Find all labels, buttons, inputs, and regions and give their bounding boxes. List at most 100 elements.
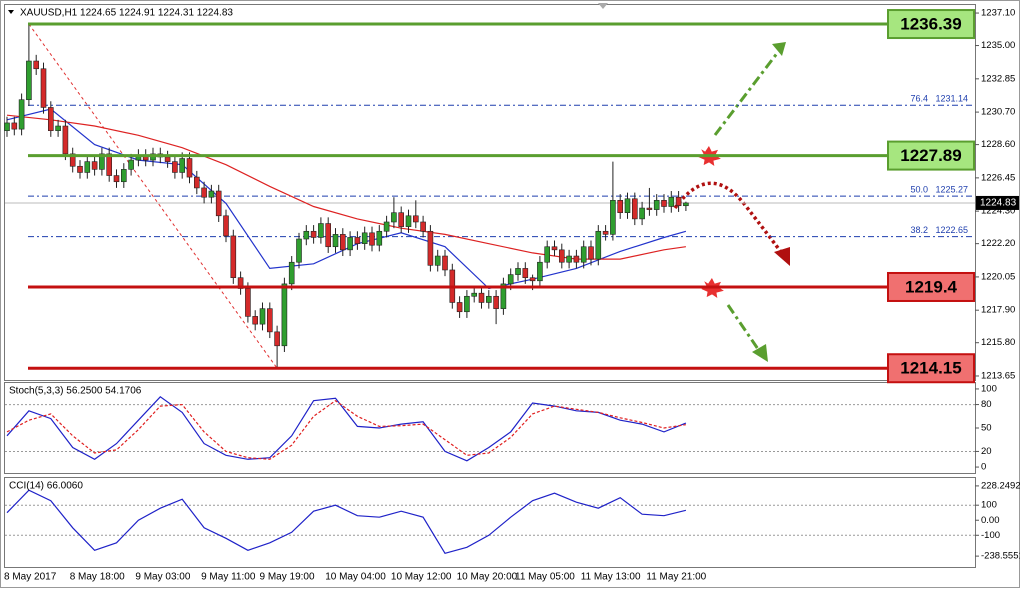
candle-body (602, 230, 609, 235)
y-tick-label: 1220.05 (981, 271, 1015, 282)
cci-panel (4, 477, 976, 568)
candle-body (493, 295, 499, 309)
candle-body (646, 207, 653, 210)
candle-body (215, 190, 222, 217)
candle-body (164, 156, 171, 162)
candle-body (55, 125, 61, 131)
candle-body (172, 161, 178, 173)
y-tick-label: -100 (981, 530, 1000, 541)
candle-body (318, 223, 324, 238)
arrow-down (726, 304, 762, 353)
candle-body (617, 200, 624, 213)
candle-body (580, 246, 587, 263)
candle-body (354, 237, 361, 244)
y-tick-label: 1228.60 (981, 139, 1015, 150)
y-tick-label: 1213.65 (981, 370, 1015, 381)
candle-body (653, 200, 660, 210)
candle-body (427, 230, 434, 266)
y-tick-label: 1230.70 (981, 107, 1015, 118)
candle-body (252, 316, 258, 325)
candle-body (47, 107, 54, 131)
candle-body (274, 331, 280, 347)
candle-body (266, 308, 273, 333)
arrow-head (752, 344, 768, 362)
candle-body (121, 169, 127, 183)
candle-body (558, 249, 565, 263)
candle-body (683, 202, 689, 207)
fib-price: 1225.27 (935, 185, 968, 195)
last-price-box (976, 195, 1019, 210)
candle-body (361, 232, 368, 244)
candle-body (376, 230, 383, 246)
candle-body (128, 159, 134, 170)
candle-body (11, 122, 18, 130)
candle-body (588, 246, 594, 260)
x-tick-label: 11 May 21:00 (646, 572, 706, 583)
level-box (887, 353, 975, 384)
level-label: 1214.15 (900, 359, 961, 378)
candle-body (208, 190, 215, 198)
candle-body (332, 234, 339, 248)
fib-level: 38.2 (910, 225, 928, 235)
candle-body (91, 161, 98, 170)
x-tick-label: 11 May 13:00 (581, 572, 641, 583)
y-tick-label: 0 (981, 462, 986, 473)
y-tick-label: 100 (981, 500, 997, 511)
candle-body (434, 255, 441, 266)
panel-title: XAUUSD,H1 1224.65 1224.91 1224.31 1224.8… (20, 8, 233, 19)
x-tick-label: 9 May 11:00 (201, 572, 256, 583)
y-tick-label: 1226.45 (981, 172, 1015, 183)
x-tick-label: 9 May 19:00 (260, 572, 315, 583)
indicator-line (6, 399, 686, 460)
candle-body (106, 153, 112, 176)
candle-body (405, 215, 412, 227)
arrow-curve (673, 181, 785, 256)
panel-title: CCI(14) 66.0060 (9, 481, 83, 492)
fib-price: 1231.14 (935, 94, 968, 104)
candle-body (325, 223, 332, 248)
level-box (887, 140, 975, 171)
candle-body (33, 60, 40, 70)
candle-body (223, 215, 229, 237)
level-box (887, 271, 975, 302)
candle-body (339, 234, 346, 251)
indicator-line (6, 489, 687, 554)
candle-body (296, 238, 302, 263)
candle-body (610, 200, 616, 235)
candle-body (573, 255, 580, 263)
candle-body (478, 292, 485, 303)
y-tick-label: 1215.80 (981, 337, 1015, 348)
candle-body (544, 246, 551, 263)
indicator-line (6, 396, 687, 462)
candle-body (668, 196, 675, 207)
x-tick-label: 9 May 03:00 (135, 572, 190, 583)
y-tick-label: 1222.20 (981, 238, 1015, 249)
x-tick-label: 8 May 2017 (4, 572, 57, 583)
y-tick-label: 228.2492 (981, 480, 1020, 491)
candle-body (84, 161, 91, 173)
y-tick-label: 80 (981, 399, 992, 410)
menu-arrow (8, 10, 14, 14)
candle-body (537, 261, 543, 282)
candle-body (186, 158, 193, 178)
y-tick-label: 1235.00 (981, 40, 1015, 51)
candle-body (179, 158, 185, 173)
candle-body (201, 187, 207, 198)
level-label: 1236.39 (900, 15, 961, 34)
arrow-up (713, 51, 780, 136)
y-tick-label: 1217.90 (981, 305, 1015, 316)
candle-body (631, 198, 638, 220)
x-tick-label: 10 May 12:00 (391, 572, 452, 583)
x-tick-label: 8 May 18:00 (70, 572, 125, 583)
candle-body (639, 207, 645, 220)
candle-body (485, 295, 492, 303)
candle-body (383, 221, 390, 232)
y-tick-label: 100 (981, 383, 997, 394)
fib-level: 76.4 (910, 94, 928, 104)
y-tick-label: 1224.30 (981, 206, 1015, 217)
candle-body (529, 277, 536, 282)
candle-body (391, 212, 397, 223)
